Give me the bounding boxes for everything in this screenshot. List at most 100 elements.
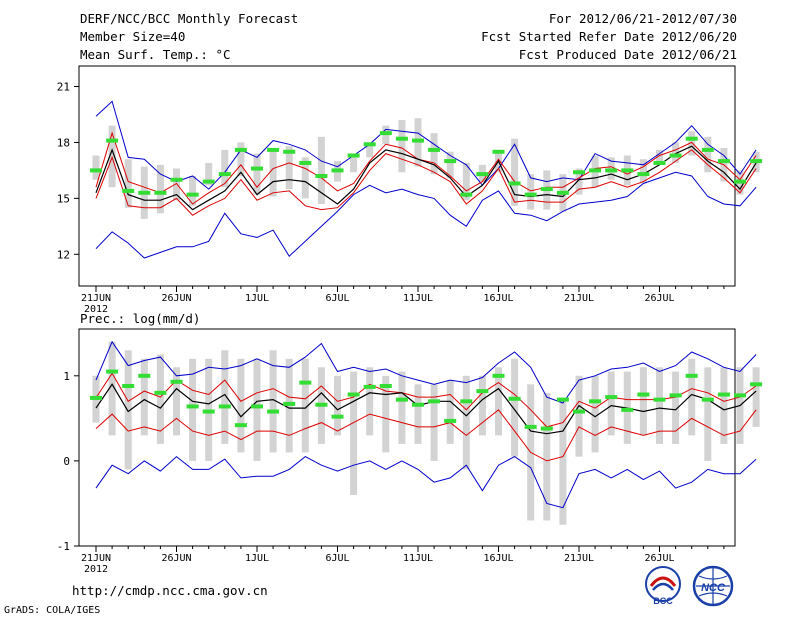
prec-spread-box bbox=[430, 384, 438, 461]
prec-median-marker bbox=[701, 397, 714, 402]
temp-median-marker bbox=[170, 177, 183, 182]
prec-plot-frame bbox=[78, 328, 736, 547]
temp-median-marker bbox=[669, 153, 682, 158]
temp-median-marker bbox=[379, 131, 392, 136]
prec-spread-box bbox=[446, 380, 454, 444]
prec-spread-box bbox=[173, 367, 180, 436]
prec-median-marker bbox=[202, 409, 215, 414]
temp-median-marker bbox=[218, 172, 231, 177]
temp-lower-percentile-line bbox=[95, 149, 757, 216]
temp-median-marker bbox=[685, 136, 698, 141]
temp-spread-box bbox=[237, 142, 245, 176]
temp-spread-box bbox=[173, 168, 180, 201]
prec-median-marker bbox=[653, 397, 666, 402]
temp-spread-box bbox=[688, 131, 696, 156]
temp-x-tick-label: 1JUL bbox=[245, 293, 269, 304]
temp-median-marker bbox=[573, 170, 585, 175]
temp-median-marker bbox=[540, 187, 553, 192]
temp-median-marker bbox=[524, 192, 537, 197]
temp-median-marker bbox=[234, 147, 247, 152]
temp-spread-box bbox=[285, 146, 293, 190]
prec-median-marker bbox=[444, 418, 457, 423]
prec-spread-box bbox=[382, 375, 390, 453]
prec-panel-title: Prec.: log(mm/d) bbox=[80, 311, 201, 326]
temp-x-tick-label: 16JUL bbox=[483, 293, 513, 304]
prec-spread-box bbox=[495, 367, 502, 436]
prec-median-marker bbox=[90, 395, 102, 400]
temp-spread-box bbox=[269, 148, 277, 197]
variable-label-temp: Mean Surf. Temp.: °C bbox=[80, 47, 231, 62]
prec-spread-box bbox=[189, 358, 197, 461]
prec-upper-percentile-line bbox=[95, 372, 757, 428]
temp-median-marker bbox=[331, 168, 344, 173]
prec-median-marker bbox=[186, 404, 199, 409]
prec-median-marker bbox=[556, 397, 569, 402]
prec-spread-box bbox=[301, 358, 309, 453]
prec-spread-box bbox=[478, 375, 486, 436]
temp-spread-box bbox=[205, 162, 213, 186]
temp-spread-box bbox=[575, 168, 583, 195]
temp-median-marker bbox=[476, 172, 489, 177]
temp-median-marker bbox=[508, 181, 521, 186]
prec-median-marker bbox=[138, 373, 151, 378]
ncc-logo-text: NCC bbox=[701, 582, 726, 594]
prec-spread-box bbox=[607, 371, 615, 436]
temp-spread-box bbox=[511, 138, 519, 206]
prec-x-tick-label: 26JUN bbox=[161, 553, 191, 564]
header-title: DERF/NCC/BCC Monthly Forecast bbox=[80, 11, 299, 26]
temp-plot-frame bbox=[78, 65, 736, 287]
temp-spread-box bbox=[495, 153, 502, 173]
prec-spread-box bbox=[462, 375, 470, 470]
temp-median-marker bbox=[267, 147, 280, 152]
temp-median-marker bbox=[138, 190, 151, 195]
prec-median-marker bbox=[218, 404, 231, 409]
temp-median-marker bbox=[315, 174, 328, 178]
prec-spread-box bbox=[108, 341, 116, 436]
prec-median-marker bbox=[299, 380, 312, 385]
temp-spread-box bbox=[704, 136, 712, 173]
temp-min-line bbox=[95, 171, 757, 259]
prec-y-tick-label: -1 bbox=[57, 540, 70, 553]
prec-spread-box bbox=[156, 354, 164, 444]
temp-median-marker bbox=[202, 179, 215, 184]
temp-max-line bbox=[95, 100, 757, 190]
temp-spread-box bbox=[92, 155, 100, 180]
prec-median-marker bbox=[428, 399, 441, 404]
prec-spread-box bbox=[511, 358, 519, 457]
temp-median-marker bbox=[734, 179, 746, 184]
temp-median-marker bbox=[428, 147, 441, 152]
prec-x-tick-label: 6JUL bbox=[325, 553, 349, 564]
prec-spread-box bbox=[704, 367, 712, 461]
temp-median-marker bbox=[637, 172, 650, 177]
prec-x-tick-label: 21JUN bbox=[81, 553, 111, 564]
prec-median-marker bbox=[573, 409, 585, 414]
temp-upper-percentile-line bbox=[95, 131, 757, 205]
temp-median-marker bbox=[460, 192, 473, 197]
temp-median-marker bbox=[444, 159, 457, 164]
temp-median-marker bbox=[717, 159, 730, 164]
prec-spread-box bbox=[639, 367, 647, 436]
prec-spread-box bbox=[140, 358, 148, 436]
prec-median-marker bbox=[315, 402, 328, 407]
prec-lower-percentile-line bbox=[95, 409, 757, 462]
prec-median-marker bbox=[685, 373, 698, 378]
temp-median-marker bbox=[605, 168, 618, 173]
prec-median-marker bbox=[589, 399, 602, 404]
temp-median-marker bbox=[556, 190, 569, 195]
prec-x-tick-label: 16JUL bbox=[483, 553, 513, 564]
temp-median-marker bbox=[750, 159, 763, 164]
temp-spread-box bbox=[124, 159, 132, 208]
source-url: http://cmdp.ncc.cma.gov.cn bbox=[72, 583, 268, 598]
prec-y-tick-label: 1 bbox=[63, 370, 70, 383]
temp-x-tick-label: 21JUN bbox=[81, 293, 111, 304]
temp-spread-box bbox=[398, 120, 406, 173]
prec-median-marker bbox=[540, 426, 553, 431]
temp-x-tick-label: 26JUN bbox=[161, 293, 191, 304]
temp-median-marker bbox=[621, 168, 634, 173]
prec-median-marker bbox=[460, 399, 473, 404]
prec-median-marker bbox=[267, 409, 280, 414]
prec-median-marker bbox=[283, 401, 296, 406]
prec-median-marker bbox=[717, 392, 730, 397]
forecast-start-date: Fcst Started Refer Date 2012/06/20 bbox=[481, 29, 737, 44]
